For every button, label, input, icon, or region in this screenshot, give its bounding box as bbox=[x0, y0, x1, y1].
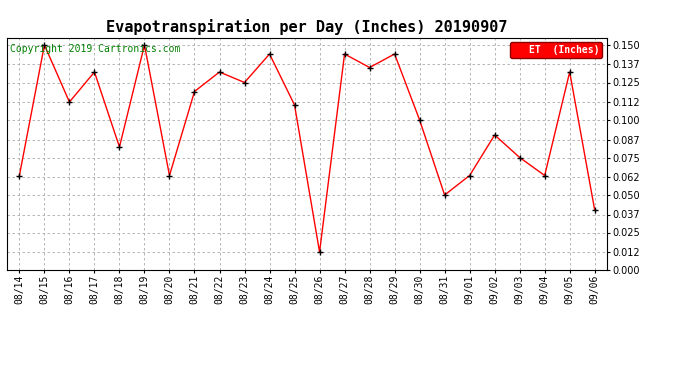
Text: Copyright 2019 Cartronics.com: Copyright 2019 Cartronics.com bbox=[10, 45, 180, 54]
Legend: ET  (Inches): ET (Inches) bbox=[511, 42, 602, 58]
Title: Evapotranspiration per Day (Inches) 20190907: Evapotranspiration per Day (Inches) 2019… bbox=[106, 19, 508, 35]
